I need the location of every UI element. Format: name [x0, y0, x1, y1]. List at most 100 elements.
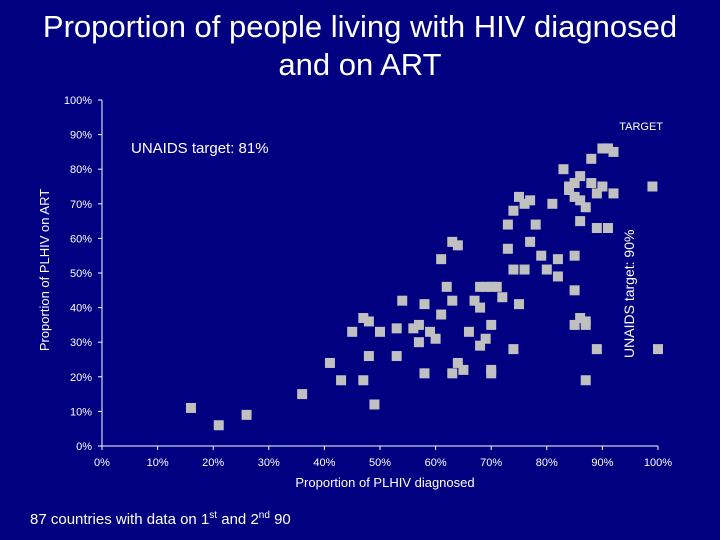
y-tick-label: 20%: [70, 372, 92, 384]
x-tick-label: 50%: [369, 457, 391, 469]
data-point: [447, 368, 458, 379]
x-tick-label: 10%: [147, 457, 169, 469]
data-point: [597, 181, 608, 192]
footnote-text-3: 90: [269, 511, 291, 528]
data-point: [558, 164, 569, 175]
data-point: [447, 295, 458, 306]
data-point: [597, 143, 608, 154]
data-point: [586, 178, 597, 189]
data-point: [475, 340, 486, 351]
data-point: [436, 254, 447, 265]
data-point: [369, 399, 380, 410]
data-point: [419, 299, 430, 310]
data-point: [458, 364, 469, 375]
data-point: [486, 281, 497, 292]
data-point: [602, 223, 613, 234]
data-point: [569, 191, 580, 202]
x-tick-label: 80%: [536, 457, 558, 469]
data-point: [419, 368, 430, 379]
data-point: [413, 319, 424, 330]
data-point: [575, 216, 586, 227]
data-point: [564, 184, 575, 195]
data-point: [508, 344, 519, 355]
footnote-text-2: and 2: [217, 511, 259, 528]
data-point: [480, 281, 491, 292]
data-point: [486, 368, 497, 379]
x-tick-label: 70%: [480, 457, 502, 469]
data-point: [452, 240, 463, 251]
y-tick-label: 80%: [70, 164, 92, 176]
x-axis-title: Proportion of PLHIV diagnosed: [295, 475, 474, 490]
data-point: [475, 302, 486, 313]
chart-title-line-2: and on ART: [278, 47, 442, 82]
footnote-text-1: 87 countries with data on 1: [30, 511, 210, 528]
data-point: [514, 299, 524, 310]
data-point: [525, 236, 536, 247]
data-point: [508, 205, 519, 216]
y-axis-title: Proportion of PLHIV on ART: [37, 189, 52, 351]
y-tick-label: 30%: [70, 337, 92, 349]
data-point: [575, 312, 586, 323]
data-point: [241, 409, 252, 420]
data-point: [480, 333, 491, 344]
data-point: [475, 281, 486, 292]
data-point: [358, 375, 369, 386]
data-point: [324, 357, 335, 368]
data-point: [508, 264, 519, 275]
y-tick-label: 0%: [76, 441, 92, 453]
y-tick-label: 40%: [70, 303, 92, 315]
x-tick-label: 60%: [425, 457, 447, 469]
data-point: [575, 195, 586, 206]
chart-title: Proportion of people living with HIV dia…: [0, 8, 720, 84]
data-point: [586, 153, 597, 164]
data-point: [580, 375, 591, 386]
hline-target-label: UNAIDS target: 81%: [131, 140, 269, 157]
data-point: [569, 250, 580, 261]
footnote-sup-2: nd: [258, 510, 270, 521]
data-point: [569, 319, 580, 330]
data-point: [213, 420, 224, 431]
footnote-sup-1: st: [209, 510, 218, 521]
x-tick-label: 30%: [258, 457, 280, 469]
data-point: [425, 326, 436, 337]
data-point: [452, 357, 463, 368]
data-point: [447, 236, 458, 247]
data-point: [502, 219, 513, 230]
data-point: [347, 326, 358, 337]
data-point: [580, 202, 591, 213]
target-corner-label: TARGET: [619, 121, 663, 133]
data-point: [591, 344, 602, 355]
chart-title-line-1: Proportion of people living with HIV dia…: [42, 9, 678, 44]
data-point: [525, 195, 536, 206]
data-point: [336, 375, 347, 386]
y-tick-label: 10%: [70, 406, 92, 418]
data-point: [491, 281, 502, 292]
data-point: [647, 181, 658, 192]
y-tick-label: 90%: [70, 130, 92, 142]
data-point: [514, 191, 524, 202]
data-point: [530, 219, 541, 230]
data-point: [569, 285, 580, 296]
data-point: [497, 292, 508, 303]
vline-target-label: UNAIDS target: 90%: [621, 230, 637, 358]
data-point: [552, 254, 563, 265]
data-point: [608, 146, 619, 157]
data-point: [391, 351, 402, 362]
x-tick-label: 100%: [644, 457, 672, 469]
x-tick-label: 90%: [591, 457, 613, 469]
x-tick-label: 0%: [94, 457, 110, 469]
data-point: [569, 178, 580, 189]
data-point: [430, 333, 441, 344]
data-point: [375, 326, 385, 337]
data-point: [591, 188, 602, 199]
x-tick-label: 40%: [313, 457, 335, 469]
data-point: [297, 389, 308, 400]
y-tick-label: 70%: [70, 199, 92, 211]
footnote: 87 countries with data on 1st and 2nd 90: [30, 510, 291, 528]
data-point: [391, 323, 402, 334]
data-point: [413, 337, 424, 348]
data-point: [358, 312, 369, 323]
data-point: [541, 264, 552, 275]
data-point: [519, 198, 530, 209]
